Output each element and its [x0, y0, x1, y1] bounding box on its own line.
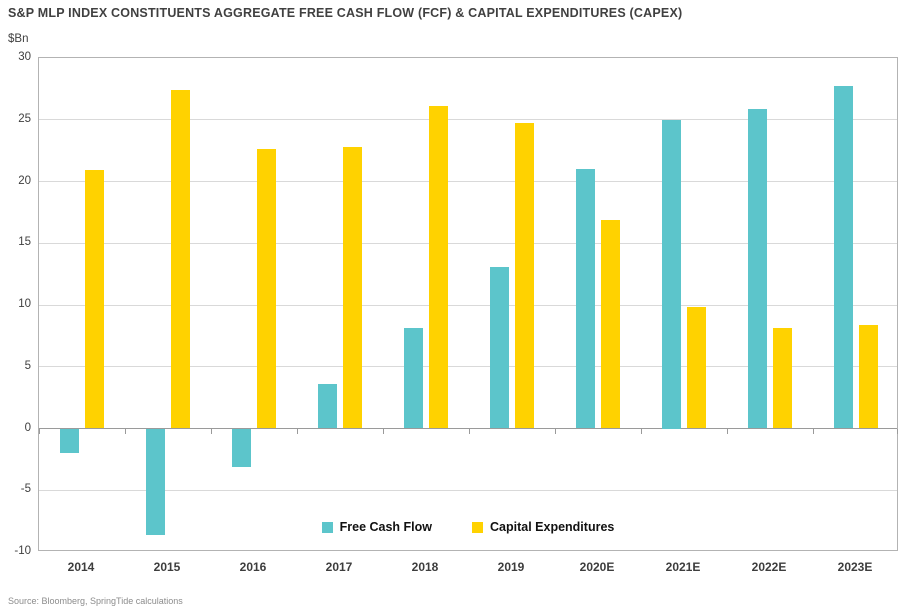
bar-capital-expenditures [859, 324, 878, 429]
bar-capital-expenditures [515, 123, 534, 429]
axis-tick [813, 428, 814, 434]
bar-capital-expenditures [343, 146, 362, 429]
y-tick-label: 0 [24, 421, 31, 434]
bar-capital-expenditures [773, 328, 792, 429]
axis-tick [469, 428, 470, 434]
plot-area: Free Cash Flow Capital Expenditures [38, 57, 898, 551]
y-axis-unit-label: $Bn [8, 33, 29, 45]
legend-label: Capital Expenditures [490, 520, 615, 534]
axis-tick [383, 428, 384, 434]
y-tick-label: -5 [20, 483, 31, 496]
x-tick-label: 2021E [665, 560, 701, 574]
zero-axis-line [39, 428, 897, 429]
x-tick-label: 2023E [837, 560, 873, 574]
bar-free-cash-flow [662, 119, 681, 429]
bar-free-cash-flow [404, 328, 423, 429]
axis-tick [641, 428, 642, 434]
gridline [39, 242, 897, 244]
legend-label: Free Cash Flow [339, 520, 433, 534]
bar-capital-expenditures [257, 149, 276, 429]
bar-free-cash-flow [232, 428, 251, 467]
bar-free-cash-flow [748, 108, 767, 429]
bar-free-cash-flow [834, 86, 853, 429]
bar-free-cash-flow [576, 169, 595, 429]
y-tick-label: -10 [14, 545, 31, 557]
axis-tick [727, 428, 728, 434]
chart-title: S&P MLP INDEX CONSTITUENTS AGGREGATE FRE… [8, 6, 683, 20]
bar-capital-expenditures [687, 307, 706, 429]
bar-capital-expenditures [85, 170, 104, 429]
source-note: Source: Bloomberg, SpringTide calculatio… [8, 596, 183, 606]
bar-free-cash-flow [318, 384, 337, 429]
axis-tick [125, 428, 126, 434]
gridline [39, 119, 897, 121]
x-tick-label: 2020E [579, 560, 615, 574]
y-tick-label: 20 [18, 174, 31, 187]
y-tick-label: 10 [18, 298, 31, 310]
axis-tick [297, 428, 298, 434]
bar-free-cash-flow [146, 428, 165, 535]
legend-swatch-icon [472, 521, 484, 533]
legend-item-capital-expenditures: Capital Expenditures [472, 520, 614, 534]
x-tick-label: 2017 [325, 560, 353, 574]
axis-tick [555, 428, 556, 434]
x-tick-label: 2022E [751, 560, 787, 574]
legend-swatch-icon [321, 521, 333, 533]
x-tick-label: 2016 [239, 560, 267, 574]
y-tick-label: 25 [18, 112, 31, 125]
x-axis: 2014 2015 2016 2017 2018 2019 2020E 2021E 2022E 2… [38, 559, 898, 577]
bar-capital-expenditures [601, 219, 620, 429]
axis-tick [211, 428, 212, 434]
chart-legend: Free Cash Flow Capital Expenditures [39, 520, 897, 534]
gridline [39, 181, 897, 182]
legend-item-free-cash-flow: Free Cash Flow [321, 520, 433, 534]
gridline [39, 304, 897, 306]
bar-capital-expenditures [171, 90, 190, 429]
bar-free-cash-flow [490, 266, 509, 429]
y-axis: 30 25 20 15 10 5 0 -5 -10 [0, 51, 31, 557]
axis-tick [896, 428, 898, 434]
x-tick-label: 2014 [67, 560, 95, 574]
gridline [39, 489, 897, 491]
gridline [39, 366, 897, 368]
x-tick-label: 2019 [497, 560, 525, 574]
x-tick-label: 2015 [153, 560, 181, 574]
y-tick-label: 15 [18, 236, 31, 249]
axis-tick [39, 428, 40, 434]
y-tick-label: 30 [18, 51, 31, 63]
bar-free-cash-flow [60, 428, 79, 454]
bar-capital-expenditures [429, 106, 448, 429]
x-tick-label: 2018 [411, 560, 439, 574]
y-tick-label: 5 [24, 359, 31, 372]
